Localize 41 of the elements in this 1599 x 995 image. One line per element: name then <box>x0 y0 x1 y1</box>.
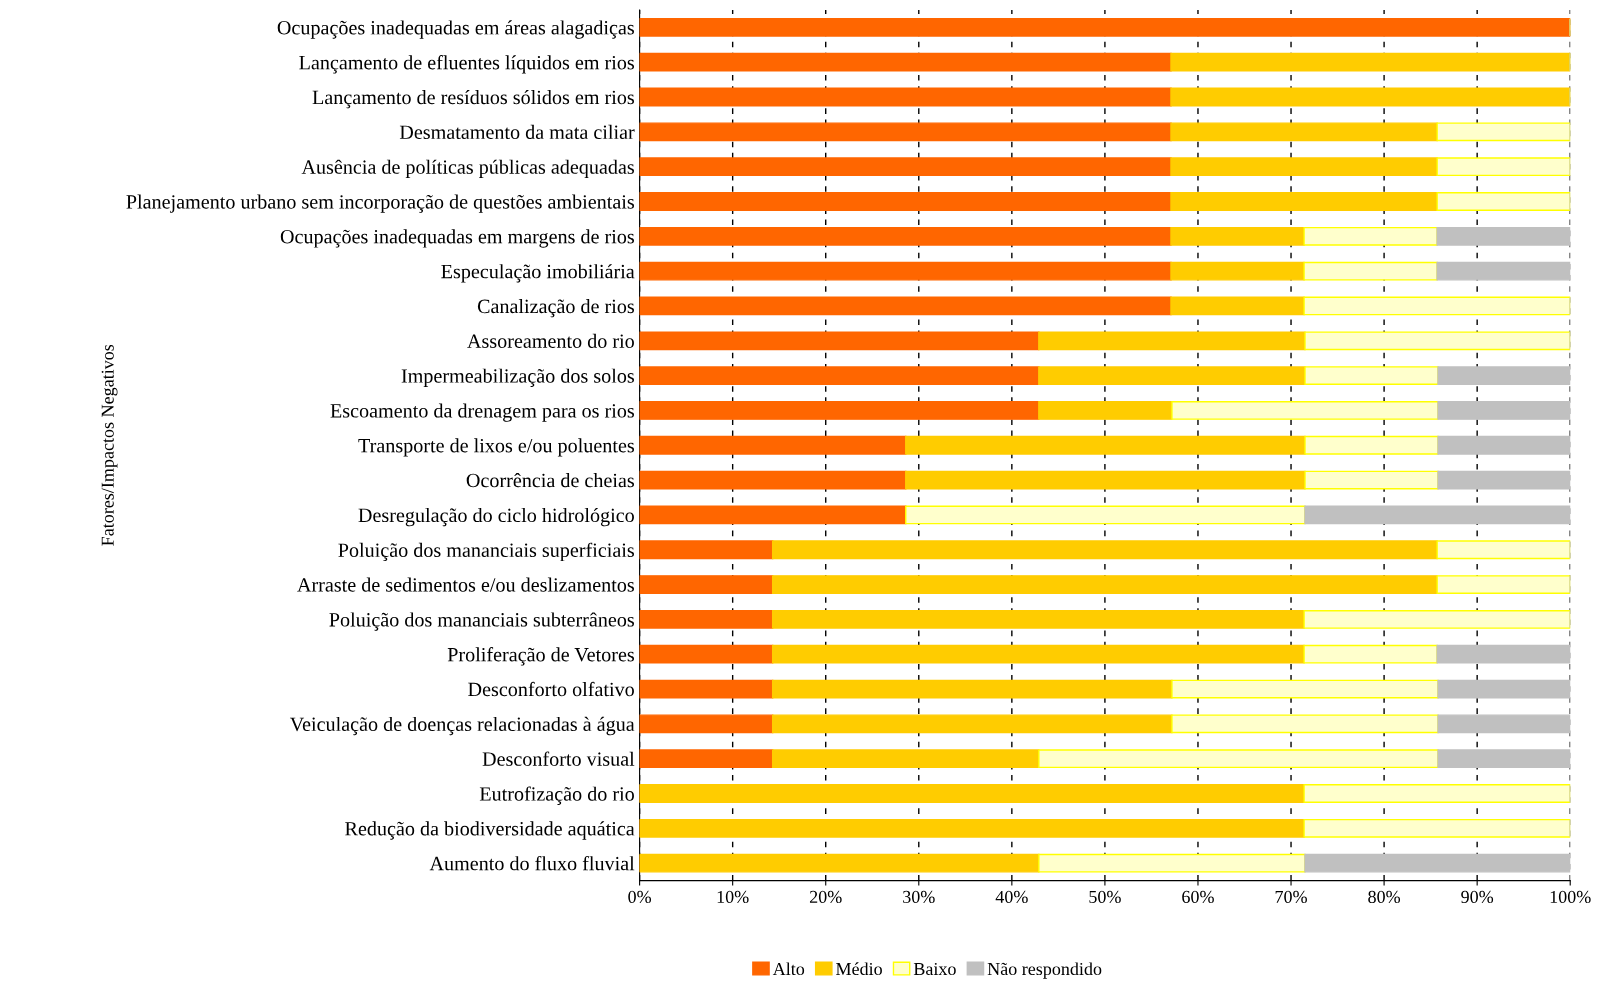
y-tick-label: Desmatamento da mata ciliar <box>399 124 635 140</box>
y-tick-label: Veiculação de doenças relacionadas à água <box>289 716 635 736</box>
y-tick-label: Canalização de rios <box>477 298 634 318</box>
y-tick-label: Poluição dos mananciais superficiais <box>338 542 634 562</box>
y-tick-label: Arraste de sedimentos e/ou deslizamentos <box>297 577 634 592</box>
y-tick-label: Ausência de políticas públicas adequadas <box>301 159 634 178</box>
y-tick-label: Aumento do fluxo fluvial <box>429 855 635 871</box>
y-tick-label: Impermeabilização dos solos <box>401 368 634 387</box>
x-tick-label: 80% <box>1368 890 1401 904</box>
x-tick-label: 10% <box>717 890 749 904</box>
x-tick-label: 50% <box>1089 890 1121 904</box>
y-tick-label: Ocupações inadequadas em áreas alagadiças <box>277 20 634 39</box>
x-tick-label: 60% <box>1182 890 1214 904</box>
y-tick-label: Lançamento de efluentes líquidos em rios <box>299 55 634 74</box>
x-tick-label: 0% <box>628 890 652 904</box>
y-tick-label: Lançamento de resíduos sólidos em rios <box>312 90 634 109</box>
y-tick-label: Desconforto olfativo <box>468 681 634 697</box>
y-tick-label: Escoamento da drenagem para os rios <box>330 403 634 422</box>
y-tick-label: Poluição dos mananciais subterrâneos <box>329 612 634 631</box>
y-tick-label: Ocorrência de cheias <box>466 473 634 488</box>
x-tick-label: 100% <box>1550 890 1591 904</box>
y-tick-label: Desconforto visual <box>482 751 635 766</box>
x-tick-label: 40% <box>995 890 1028 904</box>
x-tick-label: 90% <box>1461 890 1494 904</box>
legend-label: Médio <box>836 962 882 976</box>
legend-label: Baixo <box>913 962 956 976</box>
y-tick-label: Eutrofização do rio <box>479 786 634 805</box>
y-tick-label: Transporte de lixos e/ou poluentes <box>358 438 634 457</box>
y-tick-label: Assoreamento do rio <box>467 333 634 348</box>
y-tick-label: Desregulação do ciclo hidrológico <box>358 507 634 527</box>
y-tick-label: Planejamento urbano sem incorporação de questões ambientais <box>126 194 634 213</box>
y-tick-label: Ocupações inadequadas em margens de rios <box>280 229 634 248</box>
y-tick-label: Redução da biodiversidade aquática <box>345 821 635 840</box>
legend-label: Não respondido <box>987 962 1102 979</box>
x-tick-label: 20% <box>809 890 842 904</box>
y-axis-title: Fatores/Impactos Negativos <box>101 344 118 546</box>
y-tick-label: Proliferação de Vetores <box>447 647 635 666</box>
x-tick-label: 70% <box>1275 890 1307 904</box>
legend-label: Alto <box>772 962 805 976</box>
x-tick-label: 30% <box>903 890 935 904</box>
y-tick-label: Especulação imobiliária <box>441 264 635 283</box>
